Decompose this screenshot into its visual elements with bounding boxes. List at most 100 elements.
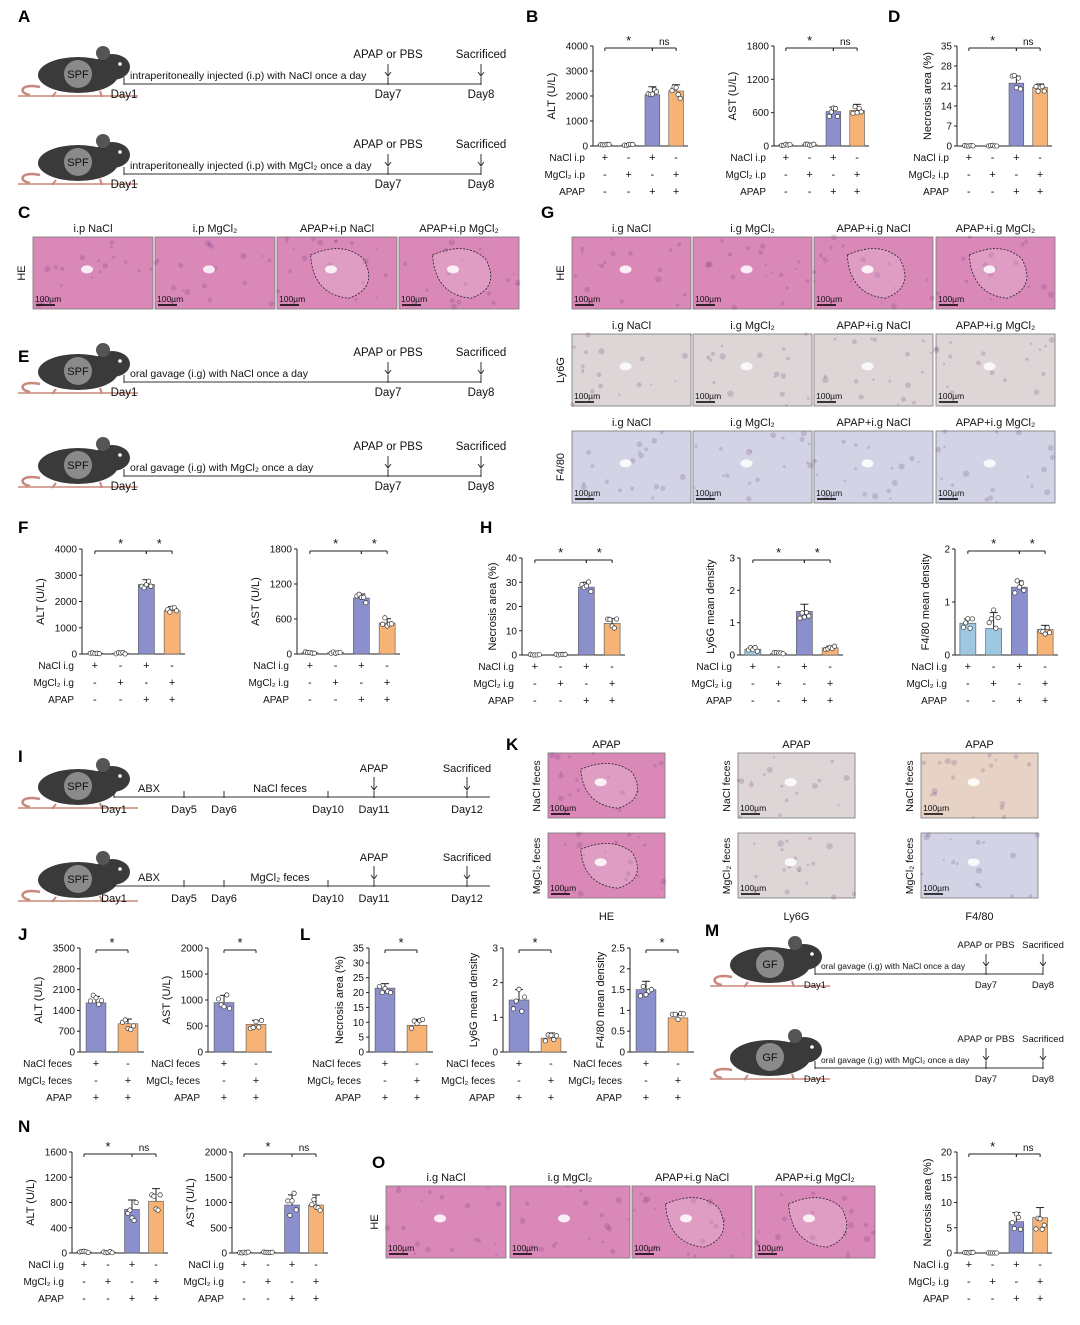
- group-label: NaCl i.p: [913, 153, 949, 164]
- group-label: APAP: [559, 187, 585, 198]
- sig-label: *: [237, 935, 242, 950]
- group-sign: +: [609, 695, 615, 707]
- data-point: [380, 621, 386, 627]
- tissue-speckle: [1030, 484, 1034, 488]
- tissue-speckle: [933, 346, 939, 352]
- tissue-speckle: [620, 789, 626, 795]
- tissue-speckle: [636, 874, 640, 878]
- data-point: [1015, 75, 1021, 81]
- tissue-speckle: [633, 1209, 636, 1212]
- tissue-speckle: [712, 380, 716, 385]
- data-point: [681, 1011, 687, 1017]
- tissue-speckle: [679, 473, 686, 481]
- tissue-speckle: [566, 1185, 570, 1189]
- panel-letter-a: A: [18, 7, 30, 26]
- tissue-speckle: [738, 778, 745, 784]
- tissue-speckle: [758, 250, 764, 255]
- data-point: [269, 1249, 275, 1255]
- tissue-speckle: [748, 481, 752, 485]
- ear-shape: [96, 851, 110, 865]
- data-point: [614, 616, 620, 622]
- tissue-speckle: [994, 430, 999, 434]
- day-label: Day8: [468, 89, 495, 101]
- head-shape: [786, 944, 822, 970]
- head-shape: [94, 54, 130, 80]
- tissue-speckle: [153, 260, 159, 266]
- data-point: [96, 1001, 102, 1007]
- chart-f-ast: 0 600 1200 1800 AST (U/L) * * NaCl i.g + - + - MgCl₂…: [248, 536, 400, 706]
- group-sign: -: [119, 694, 123, 706]
- tissue-speckle: [780, 373, 786, 379]
- y-axis-label: AST (U/L): [250, 577, 262, 626]
- group-label: APAP: [923, 1294, 949, 1305]
- group-sign: -: [777, 695, 781, 707]
- y-tick-label: 500: [210, 1223, 227, 1234]
- y-tick-label: 1: [619, 1006, 625, 1017]
- group-sign: +: [854, 186, 860, 198]
- tissue-speckle: [576, 788, 581, 793]
- chart-h-nec: 0 10 20 30 40 Necrosis area (%) * * NaCl i.g + - + -…: [473, 545, 625, 707]
- scale-bar-label: 100µm: [695, 488, 721, 498]
- tissue-speckle: [588, 1237, 591, 1240]
- tissue-speckle: [425, 288, 429, 292]
- group-label: MgCl₂ i.p: [544, 170, 585, 181]
- y-tick-label: 0: [69, 1048, 75, 1059]
- tissue-speckle: [949, 390, 955, 396]
- tissue-image: [737, 752, 856, 819]
- tissue-speckle: [851, 891, 857, 896]
- vessel-shape: [861, 459, 874, 468]
- tissue-speckle: [754, 1240, 760, 1246]
- tissue-speckle: [942, 858, 945, 861]
- tissue-speckle: [797, 869, 801, 872]
- group-sign: +: [989, 1276, 995, 1288]
- tissue-speckle: [745, 448, 753, 456]
- row-label: HE: [369, 1214, 381, 1229]
- group-label: MgCl₂ feces: [146, 1076, 200, 1087]
- data-point: [988, 616, 994, 622]
- tissue-speckle: [754, 1239, 759, 1244]
- tissue-speckle: [955, 862, 959, 866]
- data-point: [963, 620, 969, 626]
- data-point: [677, 95, 683, 102]
- data-point: [806, 613, 812, 619]
- histology-tile: 100µm: [920, 752, 1039, 820]
- bar: [985, 628, 1002, 656]
- group-sign: +: [143, 660, 149, 672]
- y-axis-label: ALT (U/L): [546, 73, 558, 120]
- row-label: MgCl₂ feces: [531, 838, 543, 895]
- group-sign: +: [854, 169, 860, 181]
- tissue-speckle: [645, 1196, 651, 1202]
- tissue-image: [813, 236, 934, 310]
- bar: [644, 94, 661, 147]
- badge-shape: [64, 865, 92, 893]
- group-sign: +: [93, 1058, 99, 1070]
- tissue-speckle: [764, 263, 767, 266]
- tissue-speckle: [731, 304, 738, 311]
- group-label: NaCl i.g: [696, 662, 732, 673]
- tissue-speckle: [905, 351, 910, 357]
- tissue-speckle: [805, 461, 809, 465]
- tissue-speckle: [845, 1253, 851, 1259]
- group-sign: -: [1018, 678, 1022, 690]
- tissue-speckle: [785, 356, 790, 361]
- tissue-speckle: [601, 1240, 605, 1244]
- group-sign: -: [242, 1276, 246, 1288]
- row-label: MgCl₂ feces: [721, 838, 733, 895]
- histology-tile: 100µm: [933, 333, 1056, 407]
- tissue-speckle: [817, 778, 822, 783]
- data-point: [965, 616, 971, 622]
- group-sign: -: [585, 678, 589, 690]
- group-sign: +: [358, 660, 364, 672]
- day-label: Day1: [111, 481, 138, 493]
- group-sign: +: [532, 661, 538, 673]
- y-tick-label: 3000: [55, 571, 78, 582]
- tissue-speckle: [976, 882, 981, 887]
- histology-tile: 100µm: [812, 430, 934, 504]
- data-point: [1015, 1214, 1021, 1220]
- tissue-speckle: [486, 1187, 490, 1190]
- tissue-speckle: [780, 847, 784, 852]
- tissue-speckle: [686, 1252, 690, 1257]
- tissue-speckle: [784, 798, 789, 803]
- tissue-speckle: [674, 380, 677, 383]
- data-point: [801, 614, 807, 620]
